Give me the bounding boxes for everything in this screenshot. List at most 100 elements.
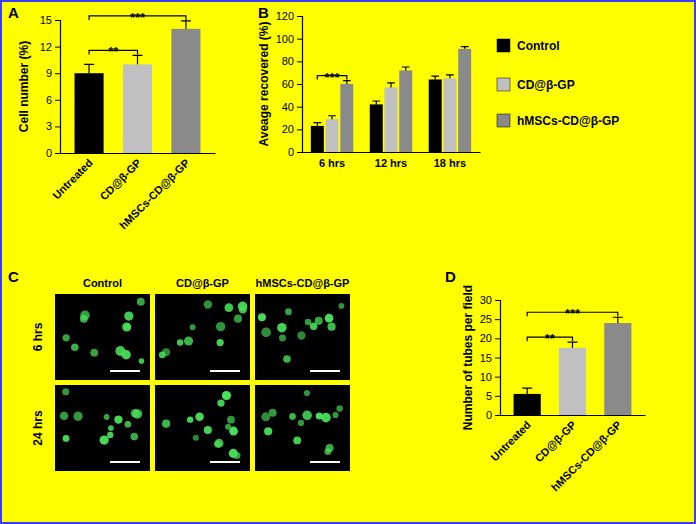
tick-mark <box>297 107 302 108</box>
cell-dot <box>80 315 88 323</box>
legend-swatch <box>497 114 510 127</box>
tick-label: 5 <box>486 390 492 402</box>
cell-dot <box>217 399 224 406</box>
cell-dot <box>258 313 266 321</box>
cell-dot <box>108 425 114 431</box>
cell-dot <box>293 436 301 444</box>
cell-dot <box>239 305 247 313</box>
tick-label: 12 hrs <box>375 157 407 169</box>
legend-swatch <box>497 39 510 52</box>
y-tick: 9 <box>46 67 60 79</box>
y-tick: 12 <box>40 41 60 53</box>
cell-dot <box>279 334 286 341</box>
micrograph <box>55 385 150 471</box>
cell-dot <box>62 388 69 395</box>
y-axis-title: Aveage recovered (%) <box>257 22 271 147</box>
column-header: CD@β-GP <box>176 277 229 289</box>
tick-mark <box>495 415 500 416</box>
scale-bar <box>210 461 240 463</box>
tick-mark <box>495 396 500 397</box>
y-tick: 3 <box>46 120 60 132</box>
tick-mark <box>297 129 302 130</box>
tick-label: 40 <box>282 101 294 113</box>
background <box>0 0 696 524</box>
cell-dot <box>137 298 145 306</box>
legend-label: hMSCs-CD@β-GP <box>517 114 619 128</box>
significance-label: *** <box>565 306 581 321</box>
tick-label: Untreated <box>50 157 95 202</box>
tick-label: 18 hrs <box>434 157 466 169</box>
tick-label: CD@β-GP <box>97 157 143 203</box>
tick-mark <box>55 153 60 154</box>
x-tick: 12 hrs <box>375 157 407 169</box>
cell-dot <box>60 412 68 420</box>
bar <box>429 79 442 152</box>
bar <box>75 73 104 153</box>
error-bar <box>313 123 321 126</box>
cell-dot <box>73 412 82 421</box>
tick-mark <box>55 126 60 127</box>
bar <box>385 87 398 152</box>
panel-label: C <box>8 268 19 285</box>
cell-dot <box>90 349 98 357</box>
chart-panel: 0204060801001206 hrs12 hrs18 hrs***Aveag… <box>257 4 619 169</box>
tick-mark <box>55 100 60 101</box>
cell-dot <box>304 390 310 396</box>
scale-bar <box>310 370 340 372</box>
y-tick: 25 <box>480 313 500 325</box>
cell-dot <box>204 300 212 308</box>
bar <box>340 84 353 152</box>
x-tick: 6 hrs <box>319 157 345 169</box>
y-tick: 20 <box>480 332 500 344</box>
micrograph <box>255 294 350 380</box>
y-axis-title: Cell number (%) <box>17 41 31 132</box>
cell-dot <box>234 315 242 323</box>
tick-label: 100 <box>276 33 294 45</box>
scale-bar <box>210 370 240 372</box>
tick-label: 10 <box>480 371 492 383</box>
panel-label: D <box>445 268 456 285</box>
y-tick: 80 <box>282 55 302 67</box>
bar <box>311 126 324 152</box>
error-bar <box>181 21 191 29</box>
tick-label: 25 <box>480 313 492 325</box>
bar <box>326 119 339 152</box>
row-header: 24 hrs <box>31 410 45 446</box>
cell-dot <box>297 331 305 339</box>
y-tick: 30 <box>480 294 500 306</box>
cell-dot <box>177 339 184 346</box>
tick-mark <box>297 61 302 62</box>
cell-dot <box>233 452 240 459</box>
scale-bar <box>310 461 340 463</box>
y-tick: 60 <box>282 78 302 90</box>
significance-label: *** <box>130 10 146 25</box>
cell-dot <box>302 410 312 420</box>
tick-label: 0 <box>288 146 294 158</box>
y-axis: 03691215 <box>40 14 61 159</box>
error-bar <box>402 67 410 70</box>
micrograph-background <box>255 385 350 471</box>
cell-dot <box>139 358 145 364</box>
tick-mark <box>55 20 60 21</box>
tick-mark <box>495 358 500 359</box>
tick-label: Untreated <box>488 419 533 464</box>
legend-item: Control <box>497 39 560 53</box>
plot-area <box>514 317 632 415</box>
cell-dot <box>107 432 113 438</box>
panel-label: B <box>258 4 269 21</box>
cell-dot <box>222 391 231 400</box>
y-tick: 0 <box>46 147 60 159</box>
bar <box>604 323 631 415</box>
tick-label: hMSCs-CD@β-GP <box>117 157 192 232</box>
tick-label: 0 <box>46 147 52 159</box>
cell-dot <box>62 334 69 341</box>
error-bar <box>431 76 439 79</box>
cell-dot <box>225 424 231 430</box>
cell-dot <box>305 319 312 326</box>
tick-label: 6 hrs <box>319 157 345 169</box>
micrograph-background <box>55 385 150 471</box>
cell-dot <box>310 322 318 330</box>
tick-mark <box>297 16 302 17</box>
cell-dot <box>316 412 323 419</box>
bar <box>370 104 383 152</box>
